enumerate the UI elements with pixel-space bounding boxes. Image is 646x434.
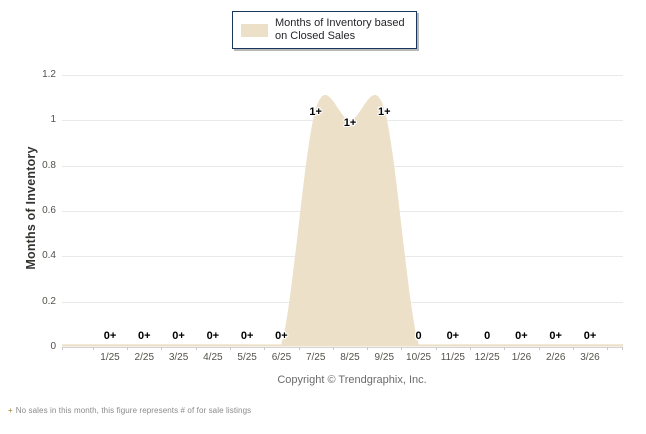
area-series (62, 95, 623, 347)
x-tick-label: 10/25 (406, 352, 432, 363)
y-tick-label: 0.2 (42, 295, 56, 307)
point-label: 0+ (515, 330, 528, 342)
point-label: 0+ (172, 330, 185, 342)
x-tick-label: 6/25 (271, 352, 292, 363)
point-label: 0+ (206, 330, 220, 342)
point-label: 0+ (138, 330, 151, 342)
point-label: 0+ (446, 330, 460, 342)
footnote: + No sales in this month, this figure rep… (8, 406, 251, 415)
y-tick-label: 0.6 (42, 205, 56, 216)
legend-label: Months of Inventory based on Closed Sale… (275, 17, 405, 42)
y-tick-label: 0.4 (42, 250, 56, 262)
x-tick-label: 7/25 (305, 352, 326, 363)
point-label: 1+ (309, 106, 322, 118)
x-tick-label: 9/25 (374, 352, 395, 363)
x-tick-label: 1/26 (511, 352, 532, 363)
y-tick-label: 1.2 (42, 69, 56, 80)
footnote-text: No sales in this month, this figure repr… (15, 406, 252, 415)
y-tick-label: 1 (50, 114, 56, 126)
point-label: 1+ (378, 106, 391, 118)
legend: Months of Inventory based on Closed Sale… (232, 11, 417, 49)
x-tick-label: 3/25 (168, 352, 189, 363)
x-tick-label: 8/25 (340, 352, 360, 363)
x-tick-label: 2/26 (545, 352, 566, 363)
point-label: 1+ (343, 117, 357, 130)
x-tick-label: 4/25 (203, 352, 223, 363)
point-label: 0+ (583, 330, 597, 342)
point-label: 0 (415, 330, 422, 342)
x-tick-label: 12/25 (474, 352, 500, 363)
legend-swatch-icon (241, 23, 268, 37)
x-tick-label: 3/26 (580, 352, 600, 363)
point-label: 0+ (240, 330, 254, 342)
point-label: 0+ (549, 330, 562, 342)
y-tick-label: 0.8 (42, 159, 56, 171)
point-label: 0+ (275, 330, 288, 342)
copyright-text: Copyright © Trendgraphix, Inc. (277, 374, 427, 386)
point-label: 0+ (103, 330, 117, 342)
footnote-marker: + (8, 406, 13, 415)
x-tick-label: 2/25 (134, 352, 155, 363)
point-label: 0 (484, 330, 491, 342)
x-tick-label: 11/25 (440, 352, 465, 363)
x-tick-label: 1/25 (100, 352, 120, 363)
y-tick-label: 0 (50, 341, 56, 352)
x-tick-label: 5/25 (237, 352, 257, 363)
